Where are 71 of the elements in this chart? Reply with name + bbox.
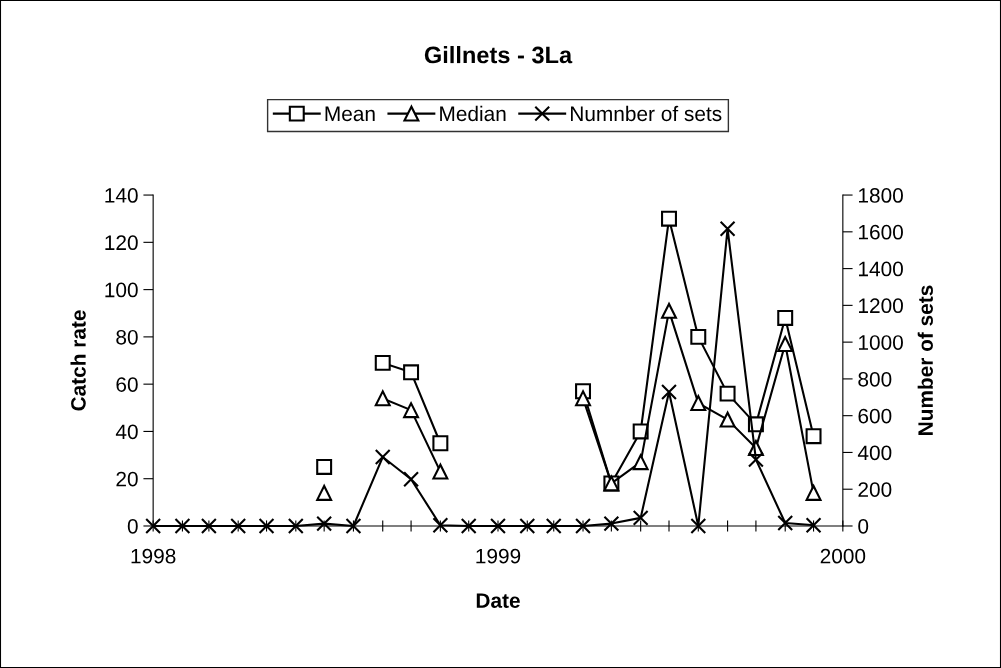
point xyxy=(805,428,822,445)
point xyxy=(661,302,677,319)
point xyxy=(690,518,707,534)
y-tick-label: 20 xyxy=(116,471,138,487)
point xyxy=(777,515,794,532)
x-tick-label: 1998 xyxy=(131,548,176,564)
point xyxy=(575,518,592,534)
y2-tick-label: 1000 xyxy=(859,335,903,350)
point xyxy=(316,458,333,475)
y2-tick-label: 600 xyxy=(858,408,892,424)
point xyxy=(632,509,649,526)
point xyxy=(690,328,707,345)
x-axis-title: Date xyxy=(476,593,520,608)
legend-label: Mean xyxy=(325,106,375,122)
point xyxy=(432,435,449,452)
point xyxy=(747,451,764,468)
point xyxy=(403,364,420,381)
y2-tick-label: 200 xyxy=(858,482,892,497)
point xyxy=(575,390,592,407)
y-tick-label: 80 xyxy=(116,329,138,345)
point xyxy=(545,518,562,534)
point xyxy=(403,471,420,488)
point xyxy=(719,411,736,428)
y-tick-label: 140 xyxy=(105,188,138,203)
point xyxy=(432,463,449,480)
chart-title: Gillnets - 3La xyxy=(424,46,573,64)
y2-tick-label: 400 xyxy=(857,445,892,461)
point xyxy=(603,515,620,532)
point xyxy=(690,395,707,412)
point xyxy=(719,385,736,402)
y-tick-label: 0 xyxy=(127,518,138,534)
point xyxy=(777,309,794,326)
legend-label: Numnber of sets xyxy=(571,105,722,122)
point xyxy=(632,454,649,471)
point xyxy=(460,518,477,534)
point xyxy=(374,449,391,466)
point xyxy=(403,402,420,419)
point xyxy=(719,220,736,237)
point xyxy=(200,518,217,534)
y2-tick-label: 800 xyxy=(858,371,892,387)
x-tick-label: 2000 xyxy=(820,548,866,564)
y-axis-title: Catch rate xyxy=(70,310,86,411)
y-tick-label: 100 xyxy=(105,282,138,298)
y2-axis-title: Number of sets xyxy=(917,285,933,435)
point xyxy=(316,515,333,532)
point xyxy=(258,518,275,534)
point xyxy=(174,518,191,534)
y-tick-label: 40 xyxy=(115,424,138,440)
y2-tick-label: 1400 xyxy=(859,261,903,277)
point xyxy=(519,518,536,534)
point xyxy=(345,518,362,534)
point xyxy=(777,335,794,352)
y2-tick-label: 1600 xyxy=(859,224,903,240)
y-tick-label: 120 xyxy=(105,235,138,251)
y-tick-label: 60 xyxy=(116,377,138,392)
point xyxy=(490,518,506,534)
point xyxy=(287,518,304,534)
legend-label: Median xyxy=(440,105,506,122)
point xyxy=(805,484,822,501)
point xyxy=(432,517,449,534)
point xyxy=(374,390,391,407)
y2-tick-label: 1200 xyxy=(859,298,903,314)
y2-tick-label: 0 xyxy=(858,518,869,534)
point xyxy=(316,484,333,501)
point xyxy=(661,210,677,227)
y2-tick-label: 1800 xyxy=(859,188,903,203)
point xyxy=(805,517,822,534)
point xyxy=(374,354,391,371)
point xyxy=(230,518,247,534)
x-tick-label: 1999 xyxy=(476,548,521,564)
point xyxy=(661,383,677,400)
